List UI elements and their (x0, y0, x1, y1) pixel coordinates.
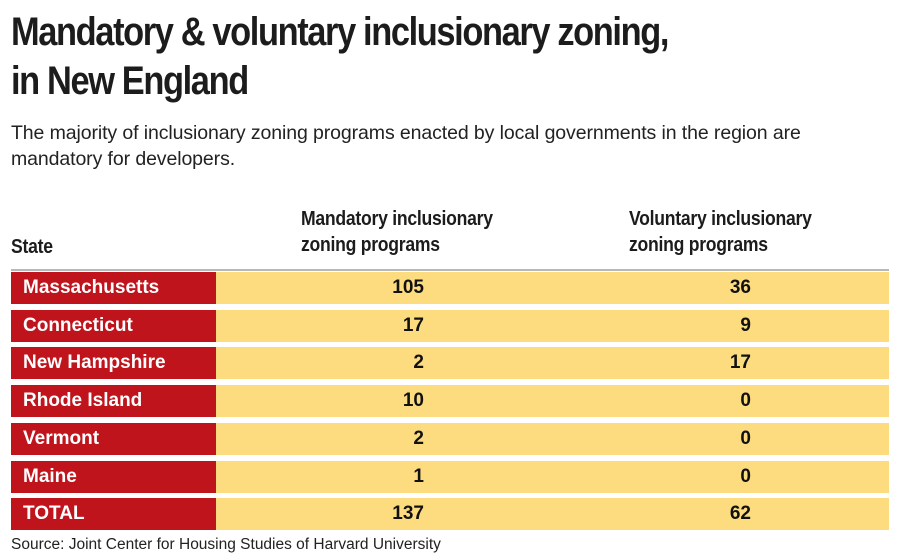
value-cell-bg (216, 272, 889, 304)
voluntary-value: 36 (729, 277, 751, 298)
mandatory-value: 137 (392, 503, 424, 525)
value-cell-bg (216, 347, 889, 380)
table-row-total: TOTAL 137 62 (11, 498, 889, 531)
state-cell: New Hampshire (11, 347, 216, 380)
voluntary-value: 0 (740, 390, 751, 412)
state-cell: Maine (11, 460, 216, 493)
mandatory-value: 2 (413, 427, 424, 449)
title-line-2: in New England (11, 59, 249, 103)
mandatory-value: 1 (413, 465, 424, 487)
page-title: Mandatory & voluntary inclusionary zonin… (11, 8, 900, 106)
header-voluntary: Voluntary inclusionary zoning programs (629, 206, 893, 258)
subtitle: The majority of inclusionary zoning prog… (11, 122, 801, 170)
state-cell: Rhode Island (11, 385, 216, 418)
voluntary-value: 0 (740, 465, 751, 487)
header-voluntary-line-1: Voluntary inclusionary (629, 208, 812, 230)
header-rule (11, 269, 889, 271)
header-mandatory: Mandatory inclusionary zoning programs (301, 206, 565, 258)
voluntary-value: 62 (729, 503, 751, 525)
header-mandatory-line-2: zoning programs (301, 234, 440, 256)
value-cell-bg (216, 460, 889, 493)
mandatory-value: 10 (402, 390, 424, 412)
state-cell: Massachusetts (11, 272, 216, 304)
voluntary-value: 17 (729, 352, 751, 374)
header-voluntary-line-2: zoning programs (629, 234, 768, 256)
source-note: Source: Joint Center for Housing Studies… (11, 536, 441, 553)
table-row: New Hampshire 2 17 (11, 347, 889, 380)
voluntary-value: 0 (740, 427, 751, 449)
voluntary-value: 9 (740, 314, 751, 336)
value-cell-bg (216, 422, 889, 455)
mandatory-value: 2 (413, 352, 424, 374)
value-cell-bg (216, 498, 889, 531)
state-cell: TOTAL (11, 498, 216, 531)
header-state: State (11, 236, 53, 258)
title-line-1: Mandatory & voluntary inclusionary zonin… (11, 10, 669, 54)
table-row: Maine 1 0 (11, 460, 889, 493)
mandatory-value: 17 (402, 314, 424, 336)
table-row: Vermont 2 0 (11, 422, 889, 455)
value-cell-bg (216, 309, 889, 342)
header-mandatory-line-1: Mandatory inclusionary (301, 208, 493, 230)
state-cell: Connecticut (11, 309, 216, 342)
value-cell-bg (216, 385, 889, 418)
state-cell: Vermont (11, 422, 216, 455)
mandatory-value: 105 (392, 277, 424, 298)
table-row: Massachusetts 105 36 (11, 272, 889, 304)
table-row: Rhode Island 10 0 (11, 385, 889, 418)
table-row: Connecticut 17 9 (11, 309, 889, 342)
